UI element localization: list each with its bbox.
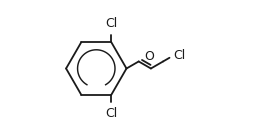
Text: Cl: Cl [105,17,117,30]
Text: O: O [145,50,154,63]
Text: Cl: Cl [105,107,117,120]
Text: Cl: Cl [173,49,186,62]
